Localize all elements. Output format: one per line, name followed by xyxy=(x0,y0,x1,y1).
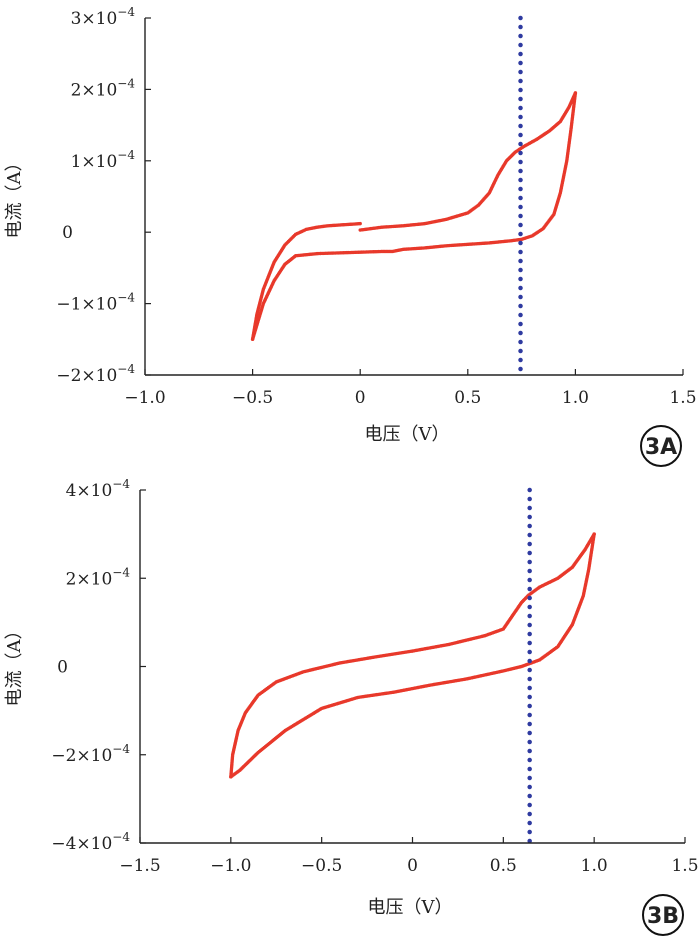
panel-3a-y-tick-label: −2×10−4 xyxy=(56,362,135,386)
panel-3b-data-point xyxy=(410,649,415,653)
panel-3a-series-1 xyxy=(250,221,362,341)
panel-3a-x-axis-title: 电压（V） xyxy=(365,424,450,445)
panel-3a-y-axis-title: 电流（A） xyxy=(4,154,25,239)
panel-3a-y-tick-label: 3×10−4 xyxy=(71,5,136,29)
panel-3a-y-tick-label: −1×10−4 xyxy=(56,291,135,315)
panel-3a-x-tick-labels: −1.0 −0.5 0 0.5 1.0 1.5 xyxy=(124,388,696,408)
panel-3a-x-tick-label: 1.0 xyxy=(562,388,589,408)
panel-3b-x-tick-label: −1.0 xyxy=(210,856,251,876)
panel-3a-x-tick-label: 0.5 xyxy=(454,388,481,408)
panel-3b: −1.5 −1.0 −0.5 0 0.5 1.0 1.5 −4×10−4 −2×10−4 0 2×… xyxy=(4,477,699,936)
panel-3b-x-tick-label: 1.5 xyxy=(671,856,698,876)
panel-3b-x-tick-label: 0.5 xyxy=(490,856,517,876)
panel-3a-series-3 xyxy=(358,91,578,232)
panel-3a-x-tick-label: −0.5 xyxy=(232,388,273,408)
panel-3a-x-tick-label: −1.0 xyxy=(124,388,165,408)
panel-3a-y-tick-label: 0 xyxy=(62,223,73,243)
panel-3b-badge-circle xyxy=(642,894,684,936)
panel-3a-curve xyxy=(250,91,578,341)
panel-3b-x-tick-label: 1.0 xyxy=(581,856,608,876)
panel-3b-y-tick-label: −2×10−4 xyxy=(51,742,130,766)
panel-3a: −1.0 −0.5 0 0.5 1.0 1.5 −2×10−4 −1×10−4 0 1×10−4… xyxy=(4,5,697,467)
panel-3b-y-tick-label: 2×10−4 xyxy=(66,565,131,589)
panel-3a-data-point xyxy=(358,228,362,232)
panel-3b-x-tick-labels: −1.5 −1.0 −0.5 0 0.5 1.0 1.5 xyxy=(119,856,698,876)
panel-3a-axes xyxy=(144,17,684,376)
panel-3b-curve xyxy=(229,532,596,779)
panel-3a-badge: 3A xyxy=(640,425,682,467)
panel-3a-badge-circle xyxy=(640,425,682,467)
panel-3a-x-tick-label: 1.5 xyxy=(669,388,696,408)
panel-3b-x-tick-label: −1.5 xyxy=(119,856,160,876)
panel-3b-y-tick-label: 4×10−4 xyxy=(66,477,131,501)
panel-3b-y-tick-labels: −4×10−4 −2×10−4 0 2×10−4 4×10−4 xyxy=(51,477,130,854)
panel-3b-y-axis-title: 电流（A） xyxy=(4,622,25,707)
panel-3a-series-2 xyxy=(250,91,578,341)
panel-3b-axes xyxy=(139,489,686,844)
panel-3a-badge-label: 3A xyxy=(645,435,677,460)
panel-3a-y-tick-label: 1×10−4 xyxy=(71,148,136,172)
panel-3b-series-3 xyxy=(410,532,596,653)
panel-3b-badge-label: 3B xyxy=(647,904,679,929)
panel-3b-series-2 xyxy=(229,532,596,779)
panel-3b-series-1 xyxy=(229,649,415,779)
panel-3b-x-tick-label: 0 xyxy=(407,856,418,876)
panel-3b-x-axis-title: 电压（V） xyxy=(368,897,453,918)
panel-3a-y-tick-labels: −2×10−4 −1×10−4 0 1×10−4 2×10−4 3×10−4 xyxy=(56,5,135,386)
panel-3b-y-tick-label: 0 xyxy=(57,658,68,678)
panel-3a-y-tick-label: 2×10−4 xyxy=(71,76,136,100)
panel-3b-badge: 3B xyxy=(642,894,684,936)
panel-3b-y-tick-label: −4×10−4 xyxy=(51,830,130,854)
panel-3a-x-tick-label: 0 xyxy=(355,388,366,408)
panel-3b-x-tick-label: −0.5 xyxy=(301,856,342,876)
